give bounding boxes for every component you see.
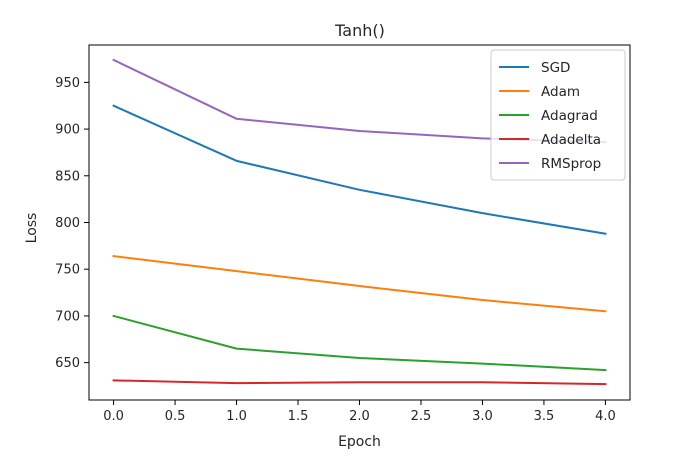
- series-line-sgd: [112, 104, 607, 235]
- y-axis: 650 700 750 800 850 900 950: [55, 76, 89, 371]
- series-line-adagrad: [112, 314, 607, 372]
- y-tick-label: 700: [55, 309, 80, 324]
- series-line-adam: [112, 255, 607, 313]
- x-axis: 0.0 0.5 1.0 1.5 2.0 2.5 3.0 3.5 4.0: [103, 400, 616, 424]
- chart-title: Tanh(): [334, 21, 385, 40]
- y-tick-label: 800: [55, 216, 80, 231]
- legend: SGD Adam Adagrad Adadelta RMSprop: [490, 49, 626, 181]
- x-tick-label: 1.5: [288, 409, 309, 424]
- x-tick-label: 3.0: [472, 409, 493, 424]
- legend-label-sgd: SGD: [541, 60, 570, 76]
- legend-label-rmsprop: RMSprop: [541, 156, 601, 172]
- y-tick-label: 750: [55, 263, 80, 278]
- legend-label-adam: Adam: [541, 84, 580, 100]
- x-tick-label: 3.5: [534, 409, 555, 424]
- y-tick-label: 900: [55, 123, 80, 138]
- legend-box: [490, 49, 626, 181]
- x-axis-label: Epoch: [338, 434, 381, 450]
- x-tick-label: 2.5: [411, 409, 432, 424]
- series-layer: [112, 58, 607, 386]
- x-tick-label: 2.0: [349, 409, 370, 424]
- y-axis-label: Loss: [24, 213, 40, 244]
- x-tick-label: 0.0: [103, 409, 124, 424]
- x-tick-label: 0.5: [165, 409, 186, 424]
- legend-label-adagrad: Adagrad: [541, 108, 598, 124]
- y-tick-label: 850: [55, 169, 80, 184]
- y-tick-label: 950: [55, 76, 80, 91]
- legend-label-adadelta: Adadelta: [541, 132, 601, 148]
- y-tick-label: 650: [55, 356, 80, 371]
- x-tick-label: 1.0: [226, 409, 247, 424]
- series-line-adadelta: [112, 379, 607, 386]
- x-tick-label: 4.0: [595, 409, 616, 424]
